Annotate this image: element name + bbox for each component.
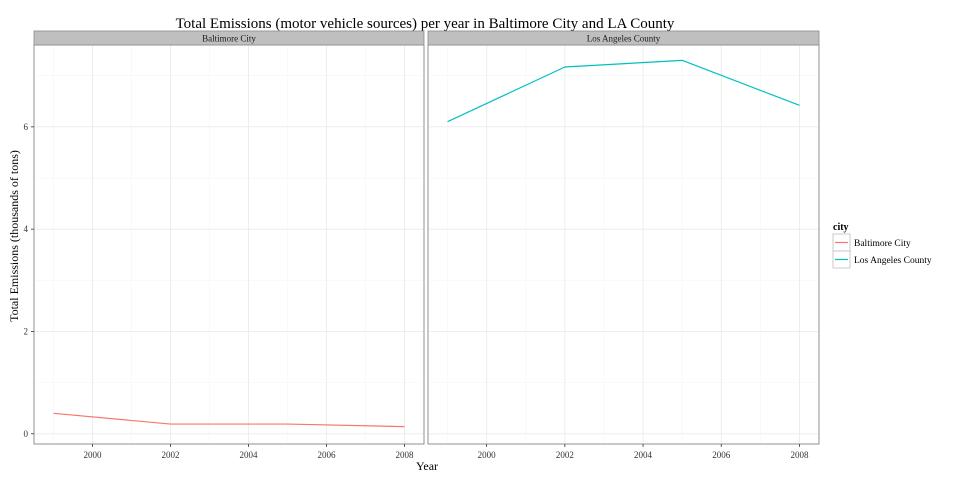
- x-tick-label: 2002: [162, 450, 180, 460]
- facet-panels: Baltimore City 2000 2002 2004 2006 2008 0 2 4 6 Lo…: [24, 30, 820, 460]
- series-line-baltimore-city: [53, 412, 405, 428]
- y-axis-title: Total Emissions (thousands of tons): [7, 150, 21, 322]
- y-tick-label: 2: [24, 326, 29, 336]
- legend-entry: Baltimore City: [832, 233, 911, 252]
- facet-strip: [427, 30, 820, 46]
- facet-panel: Los Angeles County 2000 2002 2004 2006 2008: [427, 30, 820, 460]
- legend-entry: Los Angeles County: [832, 250, 932, 269]
- x-tick-label: 2000: [478, 450, 497, 460]
- y-tick-label: 6: [24, 122, 29, 132]
- x-tick-label: 2000: [84, 450, 103, 460]
- x-axis-title: Year: [416, 459, 438, 473]
- chart-title: Total Emissions (motor vehicle sources) …: [176, 16, 675, 32]
- facet-strip-label: Los Angeles County: [587, 34, 661, 44]
- x-tick-label: 2006: [318, 450, 337, 460]
- facet-strip: [33, 30, 425, 46]
- panel-background: [33, 44, 425, 445]
- x-tick-label: 2002: [556, 450, 574, 460]
- facet-strip-label: Baltimore City: [202, 34, 256, 44]
- x-tick-label: 2004: [634, 450, 653, 460]
- y-tick-label: 4: [24, 224, 29, 234]
- x-tick-label: 2008: [790, 450, 809, 460]
- legend-label: Baltimore City: [854, 239, 911, 249]
- legend-title: city: [833, 222, 849, 233]
- x-tick-label: 2008: [396, 450, 415, 460]
- x-tick-label: 2004: [240, 450, 259, 460]
- y-tick-label: 0: [24, 429, 29, 439]
- facet-panel: Baltimore City 2000 2002 2004 2006 2008 0 2 4 6: [24, 30, 425, 460]
- panel-background: [427, 44, 820, 445]
- x-tick-label: 2006: [712, 450, 731, 460]
- legend-label: Los Angeles County: [854, 256, 932, 266]
- series-line-los-angeles-county: [447, 59, 800, 123]
- legend: city Baltimore City Los Angeles County: [832, 222, 932, 269]
